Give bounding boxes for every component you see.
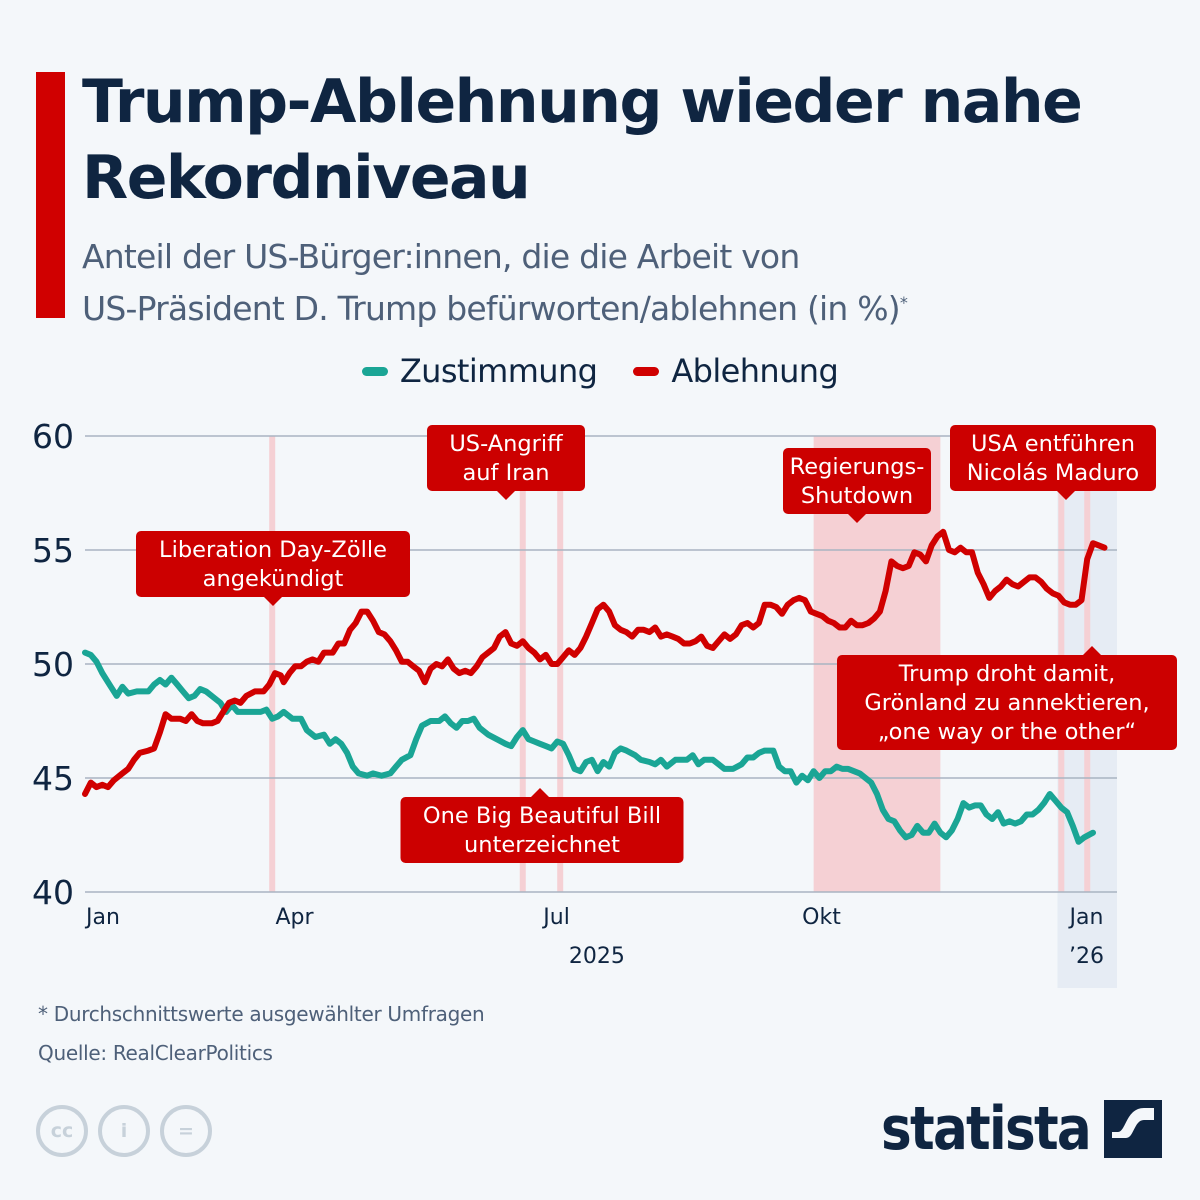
subtitle-footnote-marker: *: [899, 293, 908, 312]
annotation-iran: US-Angriff auf Iran: [427, 425, 585, 500]
chart-subtitle: Anteil der US-Bürger:innen, die die Arbe…: [82, 234, 1162, 332]
line-chart: 40 45 50 55 60 Jan Apr Jul Okt Jan 2025 ’26 Libera…: [32, 417, 1177, 988]
y-tick-label: 50: [32, 645, 74, 684]
annotation-text: Shutdown: [801, 483, 913, 509]
annotation-box: [783, 448, 931, 514]
x-tick-label: Okt: [802, 905, 841, 930]
annotation-pointer: [497, 491, 515, 500]
x-tick-label: Apr: [275, 905, 314, 930]
annotation-groenland: Trump droht damit, Grönland zu annektiere…: [837, 646, 1177, 750]
x-tick-label: Jan: [1068, 905, 1104, 930]
y-tick-label: 55: [32, 531, 74, 570]
annotation-text: unterzeichnet: [464, 832, 620, 858]
no-derivatives-icon[interactable]: =: [160, 1105, 212, 1157]
footnote: * Durchschnittswerte ausgewählter Umfrag…: [38, 1002, 485, 1026]
y-tick-label: 60: [32, 417, 74, 456]
annotation-text: Regierungs-: [790, 454, 925, 480]
annotation-maduro: USA entführen Nicolás Maduro: [950, 425, 1156, 500]
legend-item-ablehnung[interactable]: Ablehnung: [633, 352, 839, 390]
legend-swatch-ablehnung: [633, 366, 660, 376]
annotation-pointer: [1057, 491, 1075, 500]
annotation-text: US-Angriff: [449, 431, 563, 457]
annotation-bbb: One Big Beautiful Bill unterzeichnet: [400, 788, 684, 863]
annotation-text: Nicolás Maduro: [967, 460, 1139, 486]
statista-mark-icon: [1104, 1100, 1162, 1158]
annotation-box: [400, 797, 684, 863]
annotation-text: angekündigt: [203, 566, 344, 592]
event-annotations: Liberation Day-Zölle angekündigt US-Angrif…: [136, 425, 1177, 863]
brand-wordmark: statista: [881, 1094, 1092, 1164]
attribution-icon[interactable]: i: [98, 1105, 150, 1157]
annotation-text: Trump droht damit,: [898, 661, 1116, 687]
annotation-text: „one way or the other“: [878, 719, 1136, 745]
cc-icon[interactable]: cc: [36, 1105, 88, 1157]
annotation-box: [837, 655, 1177, 750]
subtitle-line-1: Anteil der US-Bürger:innen, die die Arbe…: [82, 237, 800, 276]
annotation-text: Grönland zu annektieren,: [864, 690, 1149, 716]
subtitle-line-2: US-Präsident D. Trump befürworten/ablehn…: [82, 289, 901, 328]
x-year-label: ’26: [1069, 944, 1104, 969]
annotation-pointer: [1083, 646, 1101, 655]
y-axis-ticks: 40 45 50 55 60: [32, 417, 74, 912]
legend-label-zustimmung: Zustimmung: [399, 352, 598, 390]
annotation-text: auf Iran: [462, 460, 549, 486]
legend-item-zustimmung[interactable]: Zustimmung: [361, 352, 598, 390]
annotation-pointer: [264, 597, 282, 606]
annotation-pointer: [848, 514, 866, 523]
title-accent-bar: [36, 72, 65, 318]
annotation-pointer: [531, 788, 549, 797]
statista-logo[interactable]: statista: [847, 1094, 1162, 1164]
x-tick-label: Jul: [541, 905, 570, 930]
annotation-text: USA entführen: [971, 431, 1135, 457]
legend-swatch-zustimmung: [361, 366, 388, 376]
series-lines: [82, 528, 1108, 845]
y-tick-label: 40: [32, 873, 74, 912]
annotation-liberation: Liberation Day-Zölle angekündigt: [136, 531, 410, 606]
legend: Zustimmung Ablehnung: [0, 352, 1200, 390]
y-tick-label: 45: [32, 759, 74, 798]
annotation-box: [427, 425, 585, 491]
source-link[interactable]: Quelle: RealClearPolitics: [38, 1041, 273, 1065]
x-tick-label: Jan: [84, 905, 120, 930]
x-axis-ticks: Jan Apr Jul Okt Jan 2025 ’26: [84, 905, 1104, 969]
annotation-box: [950, 425, 1156, 491]
annotation-text: One Big Beautiful Bill: [423, 803, 661, 829]
chart-title: Trump-Ablehnung wieder nahe Rekordniveau: [82, 67, 1083, 213]
annotation-text: Liberation Day-Zölle: [159, 537, 387, 563]
series-line-zustimmung: [82, 649, 1096, 845]
legend-label-ablehnung: Ablehnung: [671, 352, 839, 390]
license-icons: cc i =: [36, 1105, 212, 1157]
annotation-shutdown: Regierungs- Shutdown: [783, 448, 931, 523]
x-year-label: 2025: [569, 944, 625, 969]
annotation-box: [136, 531, 410, 597]
